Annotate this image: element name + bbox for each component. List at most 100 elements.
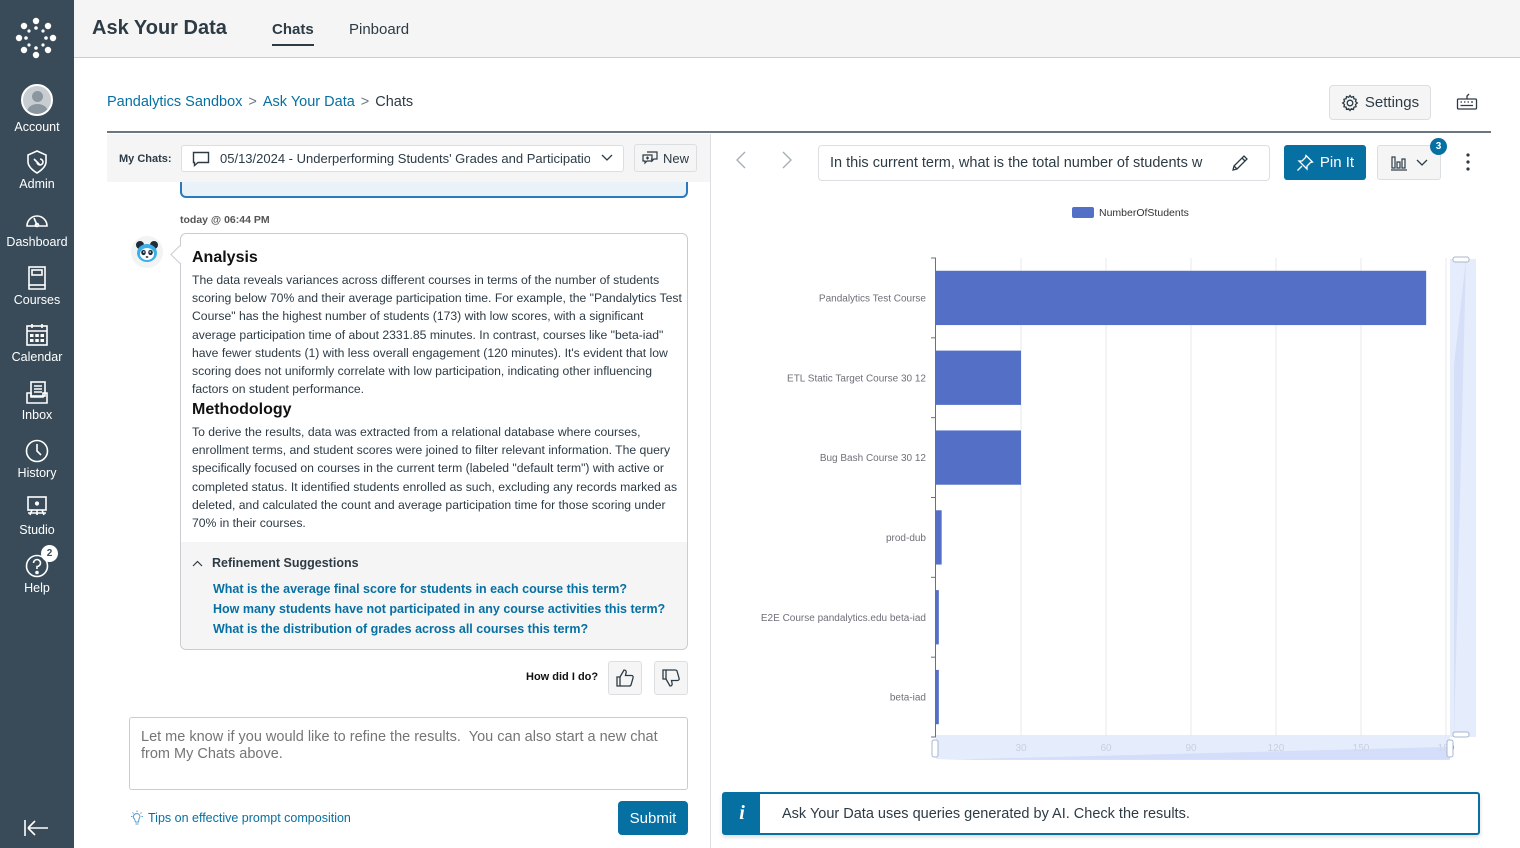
pencil-edit-icon[interactable] [1230, 153, 1250, 173]
nav-account-label: Account [14, 120, 60, 134]
pin-it-label: Pin It [1319, 154, 1355, 171]
book-icon [28, 266, 46, 290]
chart-legend: NumberOfStudents [1072, 207, 1189, 219]
avatar [21, 84, 53, 116]
breadcrumb-ask-your-data[interactable]: Ask Your Data [262, 94, 355, 110]
prompt-input[interactable] [129, 717, 688, 790]
my-chats-bar: My Chats: 05/13/2024 - Underperforming S… [107, 134, 710, 182]
refinement-link[interactable]: What is the distribution of grades acros… [213, 622, 589, 636]
breadcrumb-separator: > [248, 94, 257, 110]
collapse-nav-icon[interactable] [22, 818, 50, 838]
nav-studio[interactable]: Studio [0, 495, 74, 537]
category-label: Pandalytics Test Course [819, 293, 927, 304]
calendar-icon [26, 324, 48, 346]
tab-chats[interactable]: Chats [272, 21, 314, 46]
chevron-down-icon [1416, 159, 1428, 166]
gear-icon [1341, 93, 1359, 112]
refinement-suggestions: Refinement Suggestions What is the avera… [181, 542, 687, 649]
nav-dashboard[interactable]: Dashboard [0, 207, 74, 249]
nav-calendar[interactable]: Calendar [0, 322, 74, 364]
nav-help[interactable]: 2 Help [0, 545, 74, 595]
nav-courses-label: Courses [13, 293, 61, 307]
nav-studio-label: Studio [19, 523, 55, 537]
inbox-icon [26, 381, 48, 404]
message-timestamp: today @ 06:44 PM [180, 214, 270, 226]
tips-link[interactable]: Tips on effective prompt composition [129, 810, 351, 826]
chevron-up-icon[interactable] [192, 560, 203, 567]
nav-courses[interactable]: Courses [0, 265, 74, 307]
bar [936, 669, 939, 725]
refinement-link[interactable]: What is the average final score for stud… [213, 582, 628, 596]
nav-inbox-label: Inbox [21, 408, 53, 422]
previous-message-bubble [180, 182, 688, 198]
category-label: prod-dub [886, 533, 926, 544]
pin-icon [1296, 153, 1314, 171]
new-chat-button[interactable]: New [634, 144, 697, 172]
nav-help-label: Help [24, 581, 50, 595]
bar [936, 350, 1021, 405]
legend-label: NumberOfStudents [1099, 207, 1189, 219]
chat-bubble-icon [192, 151, 210, 167]
bar [936, 270, 1427, 326]
datazoom-shadow [936, 747, 1450, 760]
datazoom-shadow [1454, 259, 1466, 737]
header-divider [107, 131, 1491, 133]
refinement-heading: Refinement Suggestions [212, 556, 359, 570]
ai-notice-banner: i Ask Your Data uses queries generated b… [722, 792, 1480, 835]
pane-divider[interactable] [710, 134, 711, 848]
nav-calendar-label: Calendar [11, 350, 63, 364]
previous-query-button[interactable] [735, 150, 747, 176]
query-field[interactable]: In this current term, what is the total … [818, 145, 1270, 181]
new-chat-icon [642, 151, 658, 165]
help-icon [25, 554, 49, 578]
nav-history[interactable]: History [0, 438, 74, 480]
category-label: Bug Bash Course 30 12 [820, 453, 927, 464]
panda-bot-avatar-icon [131, 236, 163, 268]
category-label: beta-iad [890, 693, 926, 704]
nav-admin[interactable]: Admin [0, 149, 74, 191]
y-datazoom-slider [1450, 256, 1476, 738]
legend-swatch [1072, 207, 1094, 218]
studio-icon [27, 496, 47, 516]
breadcrumb-current: Chats [375, 94, 414, 110]
nav-history-label: History [17, 466, 57, 480]
students-bar-chart: NumberOfStudents0306090120150180Pandalyt… [761, 207, 1476, 760]
response-bubble: Analysis The data reveals variances acro… [180, 233, 688, 650]
lightbulb-icon [131, 810, 143, 825]
tab-pinboard[interactable]: Pinboard [349, 21, 410, 38]
x-datazoom-slider [931, 735, 1454, 760]
settings-button[interactable]: Settings [1329, 85, 1431, 120]
global-nav: Account Admin Dashboard Courses Calendar… [0, 0, 74, 848]
nav-account[interactable]: Account [0, 84, 74, 134]
breadcrumb-pandalytics-sandbox[interactable]: Pandalytics Sandbox [107, 94, 243, 110]
thumbs-up-icon [616, 669, 634, 687]
next-query-button[interactable] [781, 150, 793, 176]
feedback-label: How did I do? [526, 671, 599, 683]
pin-it-button[interactable]: Pin It [1284, 145, 1366, 180]
submit-button[interactable]: Submit [618, 801, 688, 835]
category-label: E2E Course pandalytics.edu beta-iad [761, 613, 926, 624]
datazoom-handle-bottom [1452, 731, 1470, 738]
thumbs-down-button[interactable] [654, 661, 688, 695]
keyboard-shortcuts-icon[interactable] [1456, 93, 1478, 111]
bar-chart-icon [1391, 155, 1407, 171]
analysis-text: The data reveals variances across differ… [192, 273, 682, 397]
clock-icon [25, 439, 49, 463]
chat-select[interactable]: 05/13/2024 - Underperforming Students' G… [181, 145, 624, 172]
nav-inbox[interactable]: Inbox [0, 380, 74, 422]
app-title: Ask Your Data [92, 17, 227, 39]
tips-label: Tips on effective prompt composition [148, 811, 351, 825]
datazoom-handle-right [1446, 739, 1454, 758]
top-header: Ask Your Data Chats Pinboard [74, 0, 1520, 58]
more-options-icon[interactable] [1462, 152, 1474, 172]
query-text: In this current term, what is the total … [830, 155, 1203, 171]
refinement-link[interactable]: How many students have not participated … [213, 602, 666, 616]
thumbs-up-button[interactable] [608, 661, 642, 695]
chevron-down-icon [601, 154, 613, 161]
selected-chat-text: 05/13/2024 - Underperforming Students' G… [220, 151, 590, 166]
canvas-logo-icon[interactable] [14, 16, 58, 60]
breadcrumb: Pandalytics Sandbox > Ask Your Data > Chats [107, 94, 413, 110]
settings-label: Settings [1364, 94, 1420, 111]
category-label: ETL Static Target Course 30 12 [787, 373, 926, 384]
